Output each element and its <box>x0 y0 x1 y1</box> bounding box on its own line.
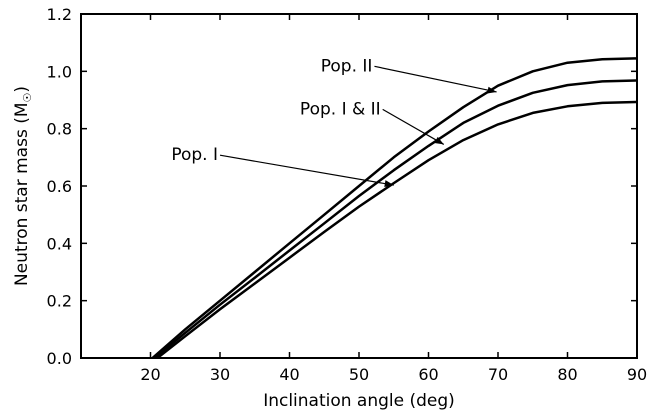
annotation-arrowhead-3 <box>384 180 394 188</box>
series-group <box>151 57 638 359</box>
x-tick-label: 90 <box>627 365 647 384</box>
y-axis-title: Neutron star mass (M☉) <box>12 86 34 286</box>
annotation-label-2: Pop. I & II <box>300 99 381 119</box>
annotation-label-3: Pop. I <box>171 145 218 165</box>
x-tick-label: 40 <box>279 365 299 384</box>
y-axis-title-main: Neutron star mass (M <box>12 102 32 286</box>
x-tick-label: 50 <box>349 365 369 384</box>
series-line-2 <box>153 79 638 359</box>
y-tick-label: 0.4 <box>47 234 72 253</box>
y-tick-label: 1.0 <box>47 62 72 81</box>
annotation-arrow-3 <box>219 154 394 186</box>
annotations-group: Pop. II Pop. I & II Pop. I <box>171 56 497 188</box>
y-tick-label: 0.6 <box>47 177 72 196</box>
y-tick-label: 0.8 <box>47 120 72 139</box>
x-tick-label: 20 <box>140 365 160 384</box>
x-tick-label: 60 <box>418 365 438 384</box>
y-tick-label: 1.2 <box>47 5 72 24</box>
series-line-1 <box>151 57 638 359</box>
ticks-group: 20 30 40 50 60 70 80 90 0.0 0.2 0.4 0.6 0.8 1.0 1.2 <box>47 5 648 384</box>
y-axis-title-subscript: ☉ <box>21 93 34 103</box>
x-tick-label: 80 <box>557 365 577 384</box>
series-line-3 <box>156 100 638 359</box>
x-tick-label: 70 <box>488 365 508 384</box>
annotation-arrowhead-1 <box>487 86 497 94</box>
annotation-label-1: Pop. II <box>321 56 373 76</box>
x-axis-title: Inclination angle (deg) <box>263 391 455 411</box>
y-tick-label: 0.2 <box>47 292 72 311</box>
y-tick-label: 0.0 <box>47 349 72 368</box>
annotation-arrowhead-2 <box>434 136 444 145</box>
plot-frame <box>80 13 638 359</box>
x-tick-label: 30 <box>210 365 230 384</box>
annotation-arrow-1 <box>374 65 497 93</box>
y-axis-title-close: ) <box>12 86 32 93</box>
annotation-arrow-2 <box>382 108 445 145</box>
